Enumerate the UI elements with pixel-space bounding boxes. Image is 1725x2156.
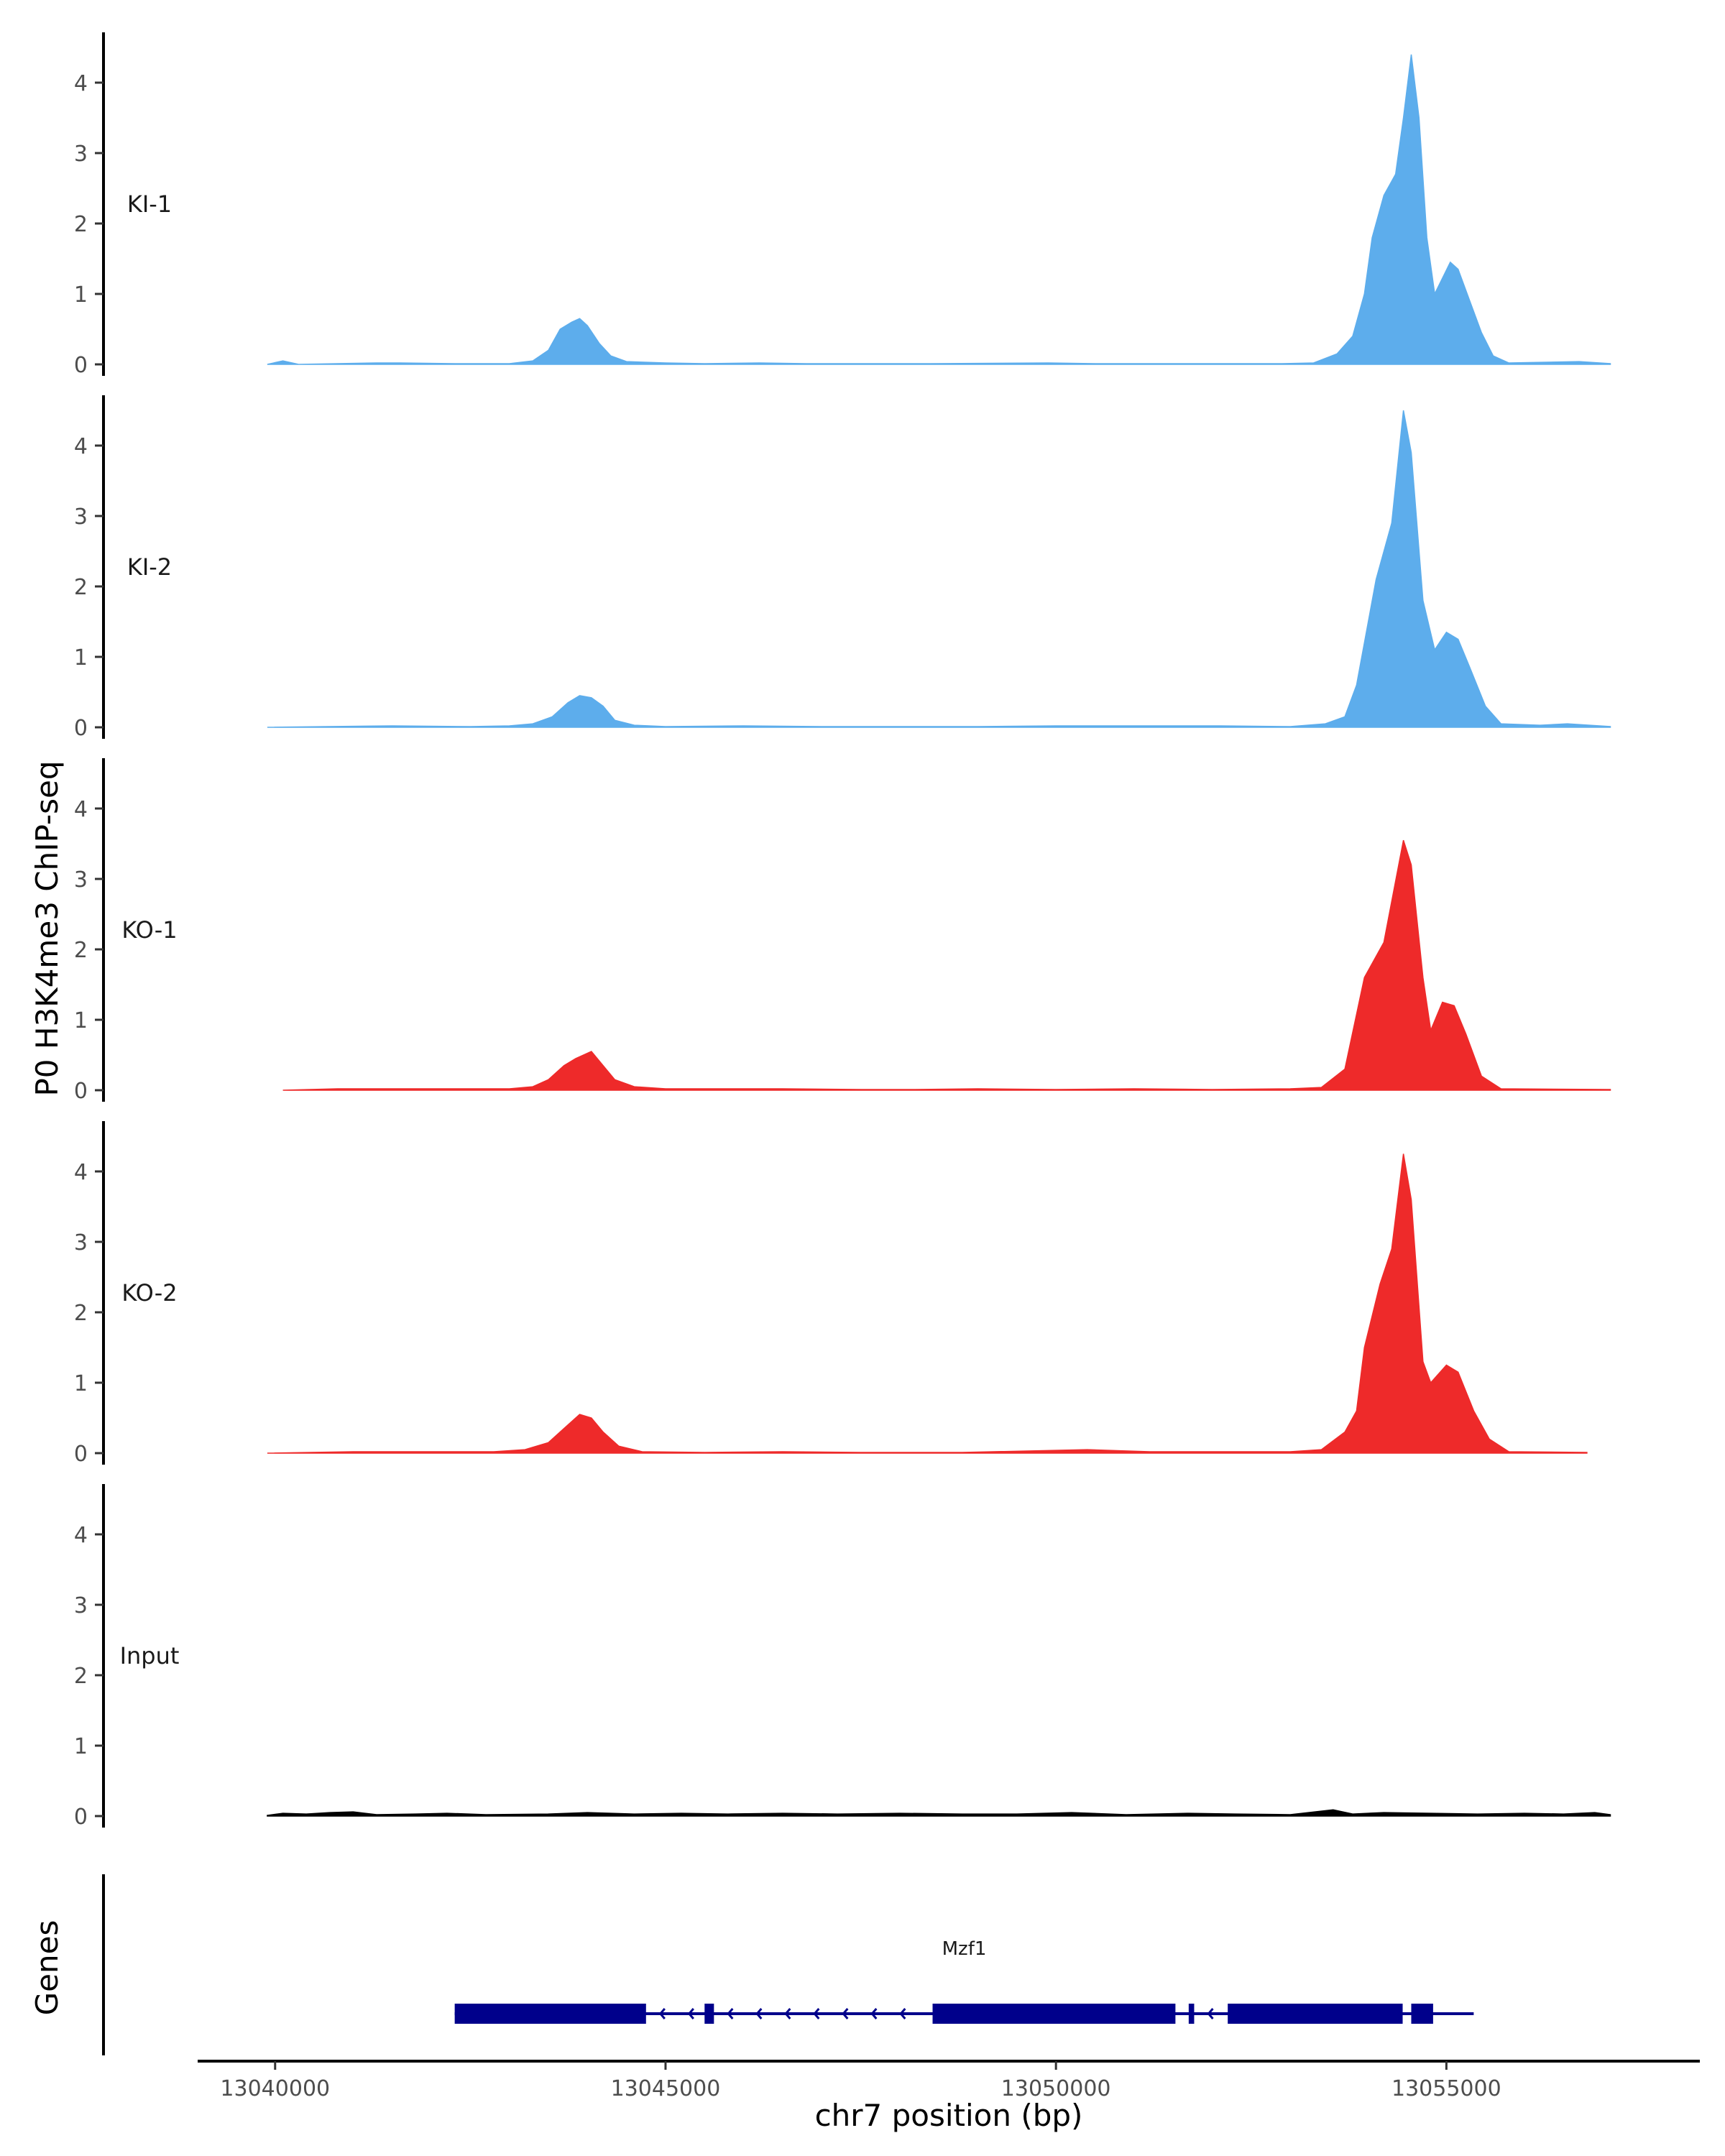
track-panel: 0 1 2 3 4 Input: [74, 1484, 1611, 1830]
y-tick-label: 4: [74, 1523, 88, 1548]
signal-area: [267, 54, 1611, 365]
track-label: KO-1: [121, 916, 177, 944]
x-tick-label: 13045000: [611, 2076, 721, 2101]
y-tick-label: 3: [74, 505, 88, 530]
track-panel: 0 1 2 3 4 KI-2: [74, 395, 1611, 741]
y-tick-label: 4: [74, 1160, 88, 1185]
track-panel: 0 1 2 3 4 KO-2: [74, 1121, 1588, 1467]
strand-arrow: [687, 2008, 694, 2019]
y-tick-label: 0: [74, 716, 88, 741]
y-tick-label: 1: [74, 1008, 88, 1033]
gene-exon: [932, 2004, 1176, 2024]
x-tick-label: 13050000: [1001, 2076, 1111, 2101]
genes-track: Genes Mzf1: [29, 1874, 1474, 2055]
y-tick-label: 2: [74, 1301, 88, 1326]
x-tick-label: 13040000: [220, 2076, 330, 2101]
strand-arrow: [784, 2008, 791, 2019]
y-tick-label: 3: [74, 867, 88, 893]
strand-arrow: [870, 2008, 878, 2019]
track-label: KI-1: [127, 190, 172, 218]
gene-exon: [704, 2004, 714, 2024]
strand-arrow: [755, 2008, 763, 2019]
y-tick-label: 2: [74, 212, 88, 237]
x-tick-label: 13055000: [1392, 2076, 1501, 2101]
y-tick-label: 3: [74, 142, 88, 167]
strand-arrow: [1207, 2008, 1214, 2019]
y-tick-label: 1: [74, 1734, 88, 1759]
gene-name-label: Mzf1: [942, 1938, 987, 1960]
strand-arrow: [842, 2008, 849, 2019]
y-tick-label: 2: [74, 575, 88, 600]
y-tick-label: 4: [74, 797, 88, 822]
strand-arrow: [813, 2008, 820, 2019]
y-tick-label: 3: [74, 1230, 88, 1256]
y-tick-label: 0: [74, 1442, 88, 1467]
gene-exon: [1411, 2004, 1433, 2024]
y-tick-label: 0: [74, 353, 88, 378]
genes-track-label: Genes: [29, 1920, 65, 2016]
track-label: KO-2: [121, 1279, 177, 1307]
signal-area: [267, 1809, 1611, 1817]
y-tick-label: 1: [74, 1371, 88, 1396]
x-axis: 13040000 13045000 13050000 13055000: [198, 2060, 1700, 2101]
track-panel: 0 1 2 3 4 KI-1: [74, 32, 1611, 378]
signal-area: [267, 410, 1611, 728]
y-tick-label: 3: [74, 1593, 88, 1618]
signal-area: [267, 1153, 1588, 1454]
strand-arrow: [658, 2008, 666, 2019]
gene-exon: [454, 2004, 646, 2024]
strand-arrow: [899, 2008, 906, 2019]
gene-exon: [1188, 2004, 1195, 2024]
signal-tracks: 0 1 2 3 4 KI-1 0 1 2 3 4 KI-2 0 1 2 3 4 KO-1 0 1 2 3 4 KO-2 0 1 2 3…: [74, 32, 1611, 1830]
y-tick-label: 4: [74, 434, 88, 459]
signal-area: [282, 839, 1611, 1091]
gene-exon: [1228, 2004, 1403, 2024]
track-label: KI-2: [127, 553, 172, 581]
y-tick-label: 4: [74, 71, 88, 96]
y-tick-label: 0: [74, 1805, 88, 1830]
y-tick-label: 2: [74, 1664, 88, 1689]
y-tick-label: 0: [74, 1079, 88, 1104]
track-label: Input: [120, 1642, 180, 1669]
y-axis-title: P0 H3K4me3 ChIP-seq: [29, 760, 65, 1096]
track-panel: 0 1 2 3 4 KO-1: [74, 758, 1611, 1104]
y-tick-label: 1: [74, 282, 88, 308]
strand-arrow: [727, 2008, 734, 2019]
y-tick-label: 1: [74, 645, 88, 671]
y-tick-label: 2: [74, 938, 88, 963]
x-axis-title: chr7 position (bp): [815, 2098, 1083, 2133]
